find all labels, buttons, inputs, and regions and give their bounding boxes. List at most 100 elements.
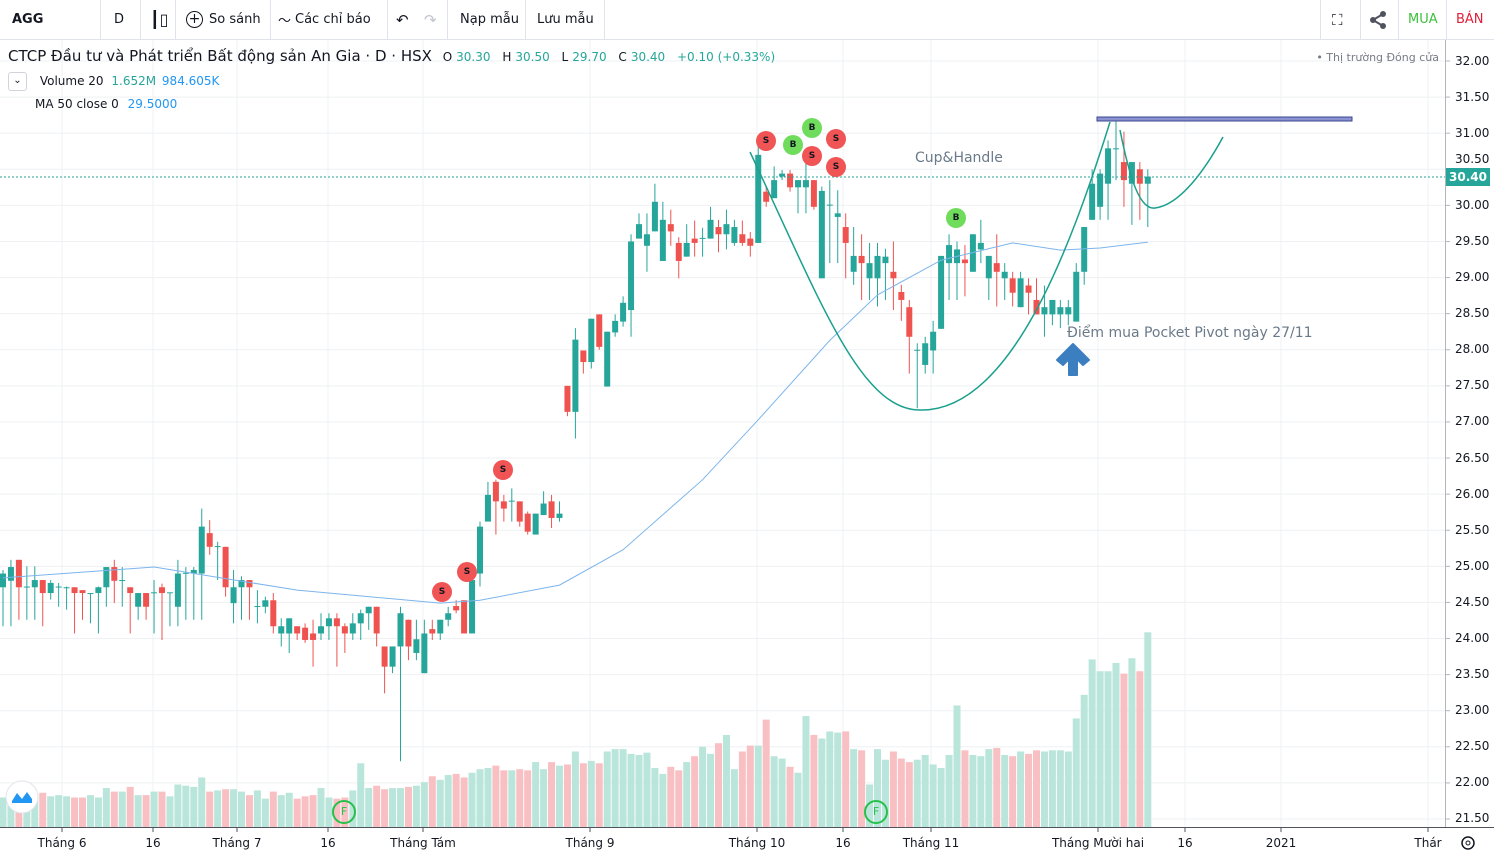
- candle: [532, 513, 539, 535]
- ma-label[interactable]: MA 50 close 0: [35, 97, 119, 111]
- candle-body: [620, 302, 627, 322]
- candle-body: [166, 592, 173, 594]
- symbol-search[interactable]: AGG: [12, 12, 44, 27]
- sell-signal-marker[interactable]: S: [826, 129, 846, 149]
- candle: [795, 180, 801, 214]
- candlestick-icon[interactable]: ┃▯: [150, 10, 169, 29]
- volume-bar: [420, 782, 428, 827]
- candle-body: [437, 619, 444, 634]
- candle-body: [699, 237, 706, 239]
- low-value: 29.70: [572, 50, 607, 64]
- candle: [588, 318, 595, 369]
- candle: [596, 314, 603, 350]
- volume-label[interactable]: Volume 20: [39, 74, 104, 88]
- volume-bar: [198, 777, 206, 827]
- sell-signal-marker[interactable]: S: [756, 131, 776, 151]
- volume-bar: [683, 762, 691, 827]
- candle: [834, 190, 841, 264]
- sell-signal-marker[interactable]: S: [432, 582, 452, 602]
- candle-body: [731, 227, 738, 243]
- price-tick-label: 24.50: [1455, 594, 1490, 609]
- candle: [429, 619, 436, 640]
- close-value: 30.40: [630, 50, 666, 64]
- sell-signal-marker[interactable]: S: [826, 157, 846, 177]
- sell-button[interactable]: BÁN: [1456, 12, 1484, 27]
- volume-bar: [1048, 750, 1056, 827]
- sell-signal-marker[interactable]: S: [493, 460, 513, 480]
- candle-body: [461, 600, 468, 634]
- candle-body: [596, 314, 603, 347]
- buy-signal-marker[interactable]: B: [802, 118, 822, 138]
- plus-circle-icon: +: [186, 11, 203, 28]
- candle-body: [540, 503, 547, 516]
- volume-bar: [579, 763, 587, 827]
- buy-signal-marker[interactable]: B: [783, 135, 803, 155]
- compare-button[interactable]: + So sánh: [186, 0, 261, 39]
- volume-bar: [738, 751, 746, 827]
- change-value: +0.10 (+0.33%): [677, 50, 776, 64]
- candle: [214, 541, 221, 581]
- volume-bar: [897, 758, 905, 827]
- volume-bar: [47, 796, 55, 827]
- candle-body: [302, 627, 309, 640]
- candle-body: [779, 173, 786, 177]
- candle-body: [977, 242, 984, 250]
- redo-icon[interactable]: ↷: [424, 10, 437, 29]
- financials-marker[interactable]: F: [332, 800, 356, 824]
- cup-handle-label[interactable]: Cup&Handle: [915, 150, 1003, 166]
- collapse-chevron-icon[interactable]: ⌄: [8, 72, 27, 91]
- candle-body: [421, 633, 428, 674]
- volume-bar: [508, 770, 516, 827]
- time-tick-label: 16: [320, 836, 336, 850]
- candle: [445, 606, 452, 627]
- candle-body: [564, 385, 571, 412]
- candle-body: [715, 227, 722, 235]
- candle: [914, 343, 921, 409]
- financials-marker[interactable]: F: [864, 800, 888, 824]
- buy-button[interactable]: MUA: [1408, 12, 1438, 27]
- candle-body: [55, 586, 62, 588]
- indicators-button[interactable]: 〜 Các chỉ báo: [278, 0, 371, 39]
- candle-body: [667, 224, 674, 232]
- sell-signal-marker[interactable]: S: [802, 146, 822, 166]
- candle: [166, 592, 173, 627]
- candle-body: [1001, 271, 1008, 279]
- share-button[interactable]: [1368, 0, 1388, 39]
- volume-bar: [150, 791, 158, 827]
- volume-bar: [23, 798, 31, 827]
- candle: [1081, 227, 1088, 285]
- candle-body: [214, 546, 221, 548]
- buy-signal-marker[interactable]: B: [946, 208, 966, 228]
- candle-body: [0, 573, 6, 588]
- candle-body: [429, 629, 436, 634]
- load-template-button[interactable]: Nạp mẫu: [460, 12, 519, 27]
- volume-bar: [659, 773, 667, 827]
- volume-bar: [373, 785, 381, 827]
- candle-body: [1144, 176, 1151, 184]
- candle-body: [325, 618, 332, 627]
- candle-body: [938, 255, 945, 329]
- candle: [866, 242, 873, 300]
- interval-button[interactable]: D: [114, 12, 125, 27]
- candle-body: [310, 633, 317, 640]
- candle: [651, 183, 658, 232]
- pocket-pivot-label[interactable]: Điểm mua Pocket Pivot ngày 27/11: [1067, 325, 1313, 341]
- candle: [1073, 263, 1080, 322]
- sell-signal-marker[interactable]: S: [457, 562, 477, 582]
- volume-bar: [985, 749, 993, 827]
- series-legend: CTCP Đầu tư và Phát triển Bất động sản A…: [8, 47, 779, 65]
- candle-body: [31, 580, 38, 588]
- candle-body: [707, 219, 714, 239]
- save-template-button[interactable]: Lưu mẫu: [537, 12, 594, 27]
- candle-body: [1073, 271, 1080, 322]
- candle: [739, 220, 746, 246]
- undo-icon[interactable]: ↶: [396, 10, 409, 29]
- volume-bar: [794, 772, 802, 827]
- candle: [961, 245, 968, 297]
- candle-body: [7, 567, 14, 581]
- fullscreen-icon[interactable]: ⛶: [1332, 10, 1343, 29]
- candle: [55, 582, 62, 607]
- candle-body: [763, 191, 770, 202]
- candle-body: [222, 546, 229, 588]
